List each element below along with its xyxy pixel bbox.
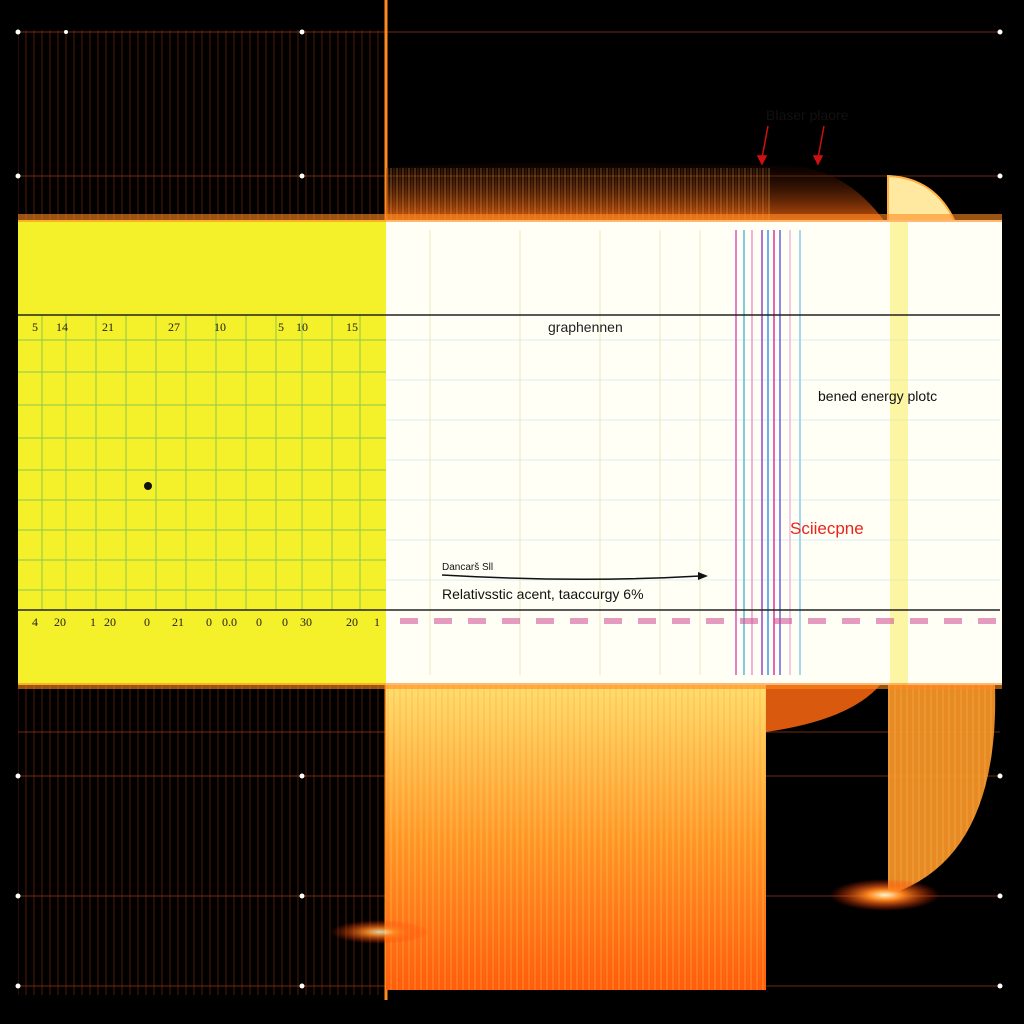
bottom-tick-label: 4 — [32, 615, 38, 629]
bottom-tick-label: 1 — [90, 615, 96, 629]
bottom-tick-label: 0 — [282, 615, 288, 629]
pink-tick-mark — [706, 618, 724, 624]
pink-tick-mark — [400, 618, 418, 624]
laser-plane-arrows — [756, 125, 825, 166]
bottom-laser-curve — [766, 685, 880, 732]
flare-right — [830, 879, 940, 911]
yellow-band — [18, 220, 386, 685]
top-tick-label: 21 — [102, 320, 114, 334]
top-tick-label: 27 — [168, 320, 180, 334]
yellow-band-glow-bottom — [18, 683, 1002, 689]
bottom-tick-label: 0 — [256, 615, 262, 629]
pink-tick-marks — [400, 618, 996, 624]
spectrum-label: Sciiecpne — [790, 519, 864, 538]
upper-left-grid-field — [18, 30, 386, 220]
marker-point — [144, 482, 152, 490]
pink-tick-mark — [842, 618, 860, 624]
pink-tick-mark — [808, 618, 826, 624]
top-laser-curve — [770, 165, 885, 222]
yellow-band-glow-top — [18, 214, 1002, 222]
pink-tick-mark — [910, 618, 928, 624]
pink-tick-mark — [604, 618, 622, 624]
bottom-tick-label: 0 — [144, 615, 150, 629]
laser-plane-label: Blaser plaore — [766, 107, 849, 123]
bottom-tick-label: 20 — [346, 615, 358, 629]
bottom-tick-label: 21 — [172, 615, 184, 629]
accuracy-label: Relativsstic acent, taaccurgy 6% — [442, 586, 644, 602]
bottom-tick-label: 0.0 — [222, 615, 237, 629]
pink-tick-mark — [638, 618, 656, 624]
pink-tick-mark — [468, 618, 486, 624]
white-band-faint-verticals — [429, 230, 701, 675]
spectrum-stripes — [735, 230, 801, 675]
white-band — [386, 220, 1002, 685]
accuracy-underline — [441, 574, 701, 581]
top-tick-label: 15 — [346, 320, 358, 334]
pink-tick-mark — [944, 618, 962, 624]
top-tick-label: 10 — [214, 320, 226, 334]
top-tick-label: 5 — [278, 320, 284, 334]
top-tick-labels: 5 14 21 27 10 5 10 15 — [32, 320, 358, 334]
band-label: Dancarš Sll — [442, 562, 493, 573]
grid-dots — [15, 29, 1003, 989]
top-tick-label: 10 — [296, 320, 308, 334]
graph-name-label: graphennen — [548, 319, 623, 335]
pink-tick-mark — [978, 618, 996, 624]
flare-left — [330, 920, 430, 944]
top-tick-label: 5 — [32, 320, 38, 334]
pink-tick-mark — [570, 618, 588, 624]
top-tick-label: 14 — [56, 320, 68, 334]
bend-energy-label: bened energy plotc — [818, 388, 937, 404]
bottom-tick-label: 30 — [300, 615, 312, 629]
pink-tick-mark — [672, 618, 690, 624]
bottom-tick-label: 1 — [374, 615, 380, 629]
pink-tick-mark — [876, 618, 894, 624]
pink-tick-mark — [434, 618, 452, 624]
bottom-tick-label: 20 — [54, 615, 66, 629]
bottom-tick-label: 20 — [104, 615, 116, 629]
pink-tick-mark — [536, 618, 554, 624]
lower-left-grid-field — [18, 685, 386, 995]
bottom-tick-labels: 4 20 1 20 0 21 0 0.0 0 0 30 20 1 — [32, 615, 380, 629]
yellow-right-stripe — [890, 222, 908, 685]
yellow-band-grid — [18, 315, 386, 610]
pink-tick-mark — [502, 618, 520, 624]
pink-tick-mark — [774, 618, 792, 624]
bottom-tick-label: 0 — [206, 615, 212, 629]
pink-tick-mark — [740, 618, 758, 624]
